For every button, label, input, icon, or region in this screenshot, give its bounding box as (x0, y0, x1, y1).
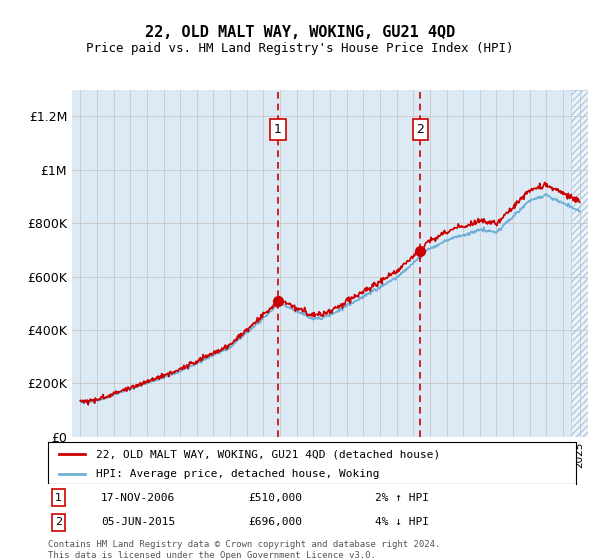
Text: 4% ↓ HPI: 4% ↓ HPI (376, 517, 430, 528)
Text: 2% ↑ HPI: 2% ↑ HPI (376, 493, 430, 503)
Text: HPI: Average price, detached house, Woking: HPI: Average price, detached house, Woki… (95, 469, 379, 479)
Text: 1: 1 (55, 493, 62, 503)
Text: 2: 2 (55, 517, 62, 528)
Text: 22, OLD MALT WAY, WOKING, GU21 4QD (detached house): 22, OLD MALT WAY, WOKING, GU21 4QD (deta… (95, 449, 440, 459)
Text: 1: 1 (274, 123, 282, 136)
Text: 05-JUN-2015: 05-JUN-2015 (101, 517, 175, 528)
Text: 22, OLD MALT WAY, WOKING, GU21 4QD: 22, OLD MALT WAY, WOKING, GU21 4QD (145, 25, 455, 40)
Text: Contains HM Land Registry data © Crown copyright and database right 2024.
This d: Contains HM Land Registry data © Crown c… (48, 540, 440, 560)
Text: £510,000: £510,000 (248, 493, 302, 503)
Text: £696,000: £696,000 (248, 517, 302, 528)
Text: Price paid vs. HM Land Registry's House Price Index (HPI): Price paid vs. HM Land Registry's House … (86, 42, 514, 55)
Text: 2: 2 (416, 123, 424, 136)
Text: 17-NOV-2006: 17-NOV-2006 (101, 493, 175, 503)
